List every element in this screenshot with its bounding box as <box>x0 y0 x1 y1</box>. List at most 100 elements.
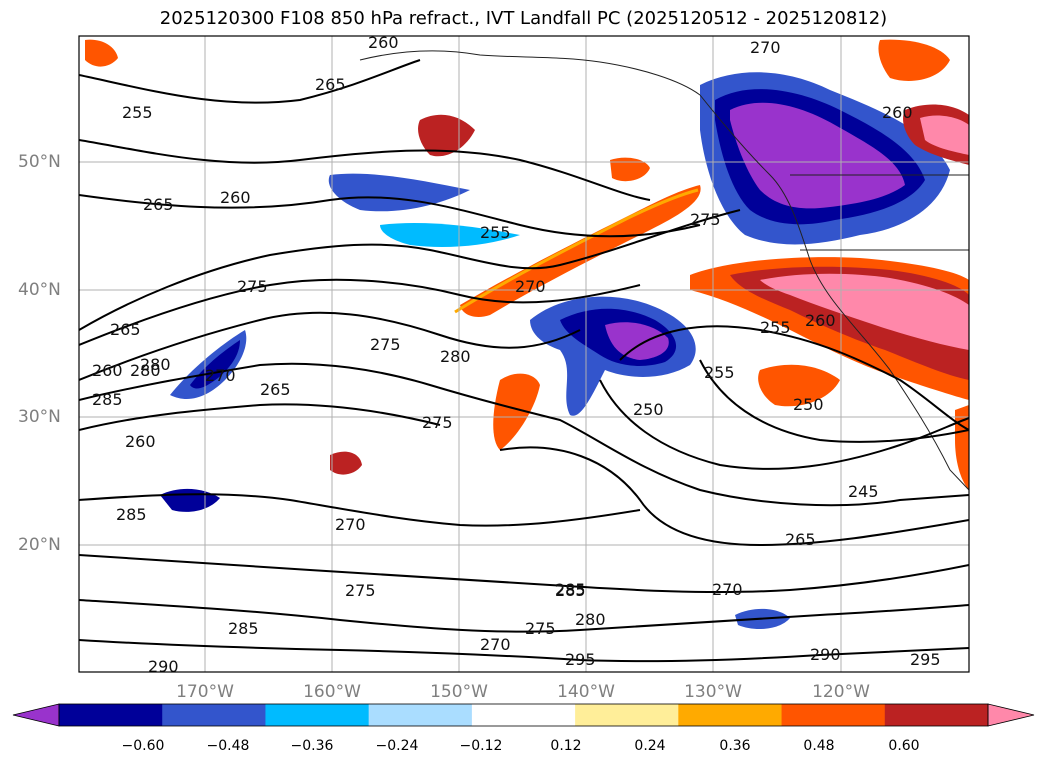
colorbar-tick-label: −0.12 <box>459 738 503 754</box>
contour-label: 260 <box>805 311 836 330</box>
contour-line <box>599 379 969 470</box>
negative-anomaly-band-west-core <box>190 340 240 389</box>
contour-label: 260 <box>882 103 913 122</box>
lon-label-130w: 130°W <box>684 682 742 702</box>
negative-anomaly-band-north <box>328 173 470 212</box>
lon-label-120w: 120°W <box>812 682 870 702</box>
negative-anomaly-blob-bc-inner <box>730 102 905 209</box>
contour-line <box>79 194 701 238</box>
contour-label: 260 <box>368 33 399 52</box>
contour-label: 275 <box>345 581 376 600</box>
contour-label: 285 <box>116 505 147 524</box>
colorbar-tick-label: −0.24 <box>375 738 419 754</box>
lat-label-20n: 20°N <box>18 535 61 555</box>
contour-label: 255 <box>704 363 735 382</box>
plot-frame <box>78 35 970 673</box>
contour-line <box>699 359 969 443</box>
contour-label: 270 <box>205 366 236 385</box>
contour-line <box>79 209 741 331</box>
contour-label: 290 <box>810 645 841 664</box>
contour-line <box>79 278 641 346</box>
contour-label: 265 <box>785 530 816 549</box>
contour-label: 255 <box>122 103 153 122</box>
contour-label: 265 <box>315 75 346 94</box>
colorbar-tick-label: 0.60 <box>888 738 920 754</box>
contour-label: 295 <box>910 650 941 669</box>
negative-anomaly-band-north-b <box>380 223 520 247</box>
contour-label: 290 <box>148 657 179 676</box>
anomaly-fill-layer <box>85 39 969 630</box>
contour-label: 275 <box>525 619 556 638</box>
contour-label: 280 <box>440 347 471 366</box>
lat-label-50n: 50°N <box>18 152 61 172</box>
refractivity-contours <box>79 59 969 663</box>
contour-line <box>619 325 969 431</box>
contour-label: 255 <box>760 318 791 337</box>
contour-line <box>79 554 969 594</box>
contour-line <box>499 446 969 547</box>
positive-anomaly-blob-c2 <box>330 451 362 475</box>
colorbar-extend-low <box>12 703 60 727</box>
contour-label: 285 <box>92 390 123 409</box>
contour-line <box>79 139 651 201</box>
contour-label: 275 <box>370 335 401 354</box>
contour-line <box>79 311 581 381</box>
contour-label: 250 <box>793 395 824 414</box>
colorbar-segment <box>678 704 783 726</box>
coastline-alaska <box>359 50 701 96</box>
contour-label: 260 <box>220 188 251 207</box>
colorbar-segment <box>471 704 576 726</box>
positive-anomaly-band-ar-edge <box>454 188 699 314</box>
contour-label: 285 <box>555 581 586 600</box>
colorbar-segment <box>162 704 266 726</box>
contour-line <box>79 362 969 507</box>
colorbar <box>12 703 1035 727</box>
positive-anomaly-blob-nw <box>418 114 475 157</box>
contour-label: 265 <box>143 195 174 214</box>
contour-label: 255 <box>480 223 511 242</box>
negative-anomaly-blob-central-inner <box>605 322 669 360</box>
contour-line <box>79 403 441 431</box>
colorbar-tick-label: −0.36 <box>290 738 334 754</box>
contour-label: 245 <box>848 482 879 501</box>
contour-label: 260 <box>92 361 123 380</box>
contour-label: 270 <box>750 38 781 57</box>
positive-anomaly-blob-sm <box>610 157 650 182</box>
contour-label: 265 <box>260 380 291 399</box>
colorbar-segment <box>265 704 370 726</box>
positive-anomaly-band-ar <box>460 185 701 317</box>
lon-label-140w: 140°W <box>557 682 615 702</box>
colorbar-tick-label: 0.48 <box>803 738 835 754</box>
lat-label-30n: 30°N <box>18 407 61 427</box>
colorbar-segment <box>884 704 989 726</box>
contour-label: 275 <box>422 413 453 432</box>
coastline-layer <box>359 50 969 491</box>
contour-line <box>79 599 969 633</box>
contour-label: 260 <box>125 432 156 451</box>
contour-label-layer: 260 270 255 265 260 265 260 255 275 275 … <box>92 33 941 676</box>
negative-anomaly-band-west <box>170 330 247 400</box>
contour-label: 265 <box>110 320 141 339</box>
contour-label: 285 <box>555 580 586 599</box>
colorbar-tick-label: 0.36 <box>719 738 751 754</box>
contour-label: 270 <box>480 635 511 654</box>
colorbar-segment <box>368 704 473 726</box>
contour-label: 285 <box>228 619 259 638</box>
contour-label: 280 <box>130 361 161 380</box>
colorbar-segment <box>59 704 163 726</box>
contour-line <box>79 639 969 663</box>
lat-label-40n: 40°N <box>18 280 61 300</box>
colorbar-tick-label: −0.60 <box>121 738 165 754</box>
contour-label: 250 <box>633 400 664 419</box>
contour-label: 270 <box>515 277 546 296</box>
colorbar-frame <box>58 703 989 727</box>
lon-label-150w: 150°W <box>430 682 488 702</box>
contour-label: 270 <box>712 580 743 599</box>
contour-label: 275 <box>690 210 721 229</box>
positive-anomaly-blob-ne-inner <box>920 115 969 155</box>
positive-anomaly-blob-c1 <box>493 373 540 450</box>
colorbar-tick-label: −0.48 <box>206 738 250 754</box>
positive-anomaly-blob-e <box>955 405 969 490</box>
contour-label: 280 <box>140 355 171 374</box>
